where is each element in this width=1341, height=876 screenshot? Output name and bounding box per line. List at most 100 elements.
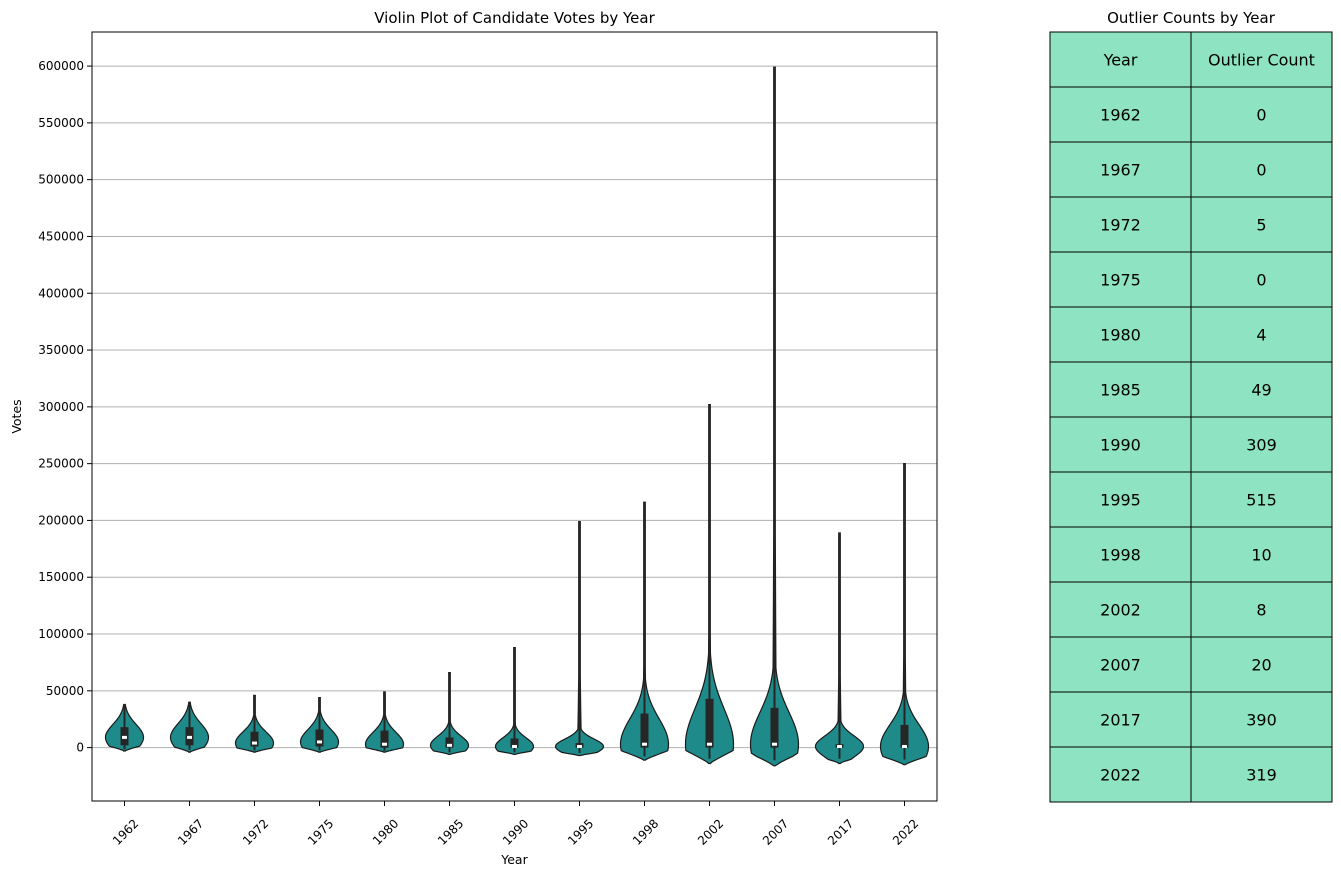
violin-iqr-box	[315, 729, 324, 747]
table-outlier-count: 515	[1246, 491, 1277, 510]
violin-median	[252, 741, 257, 745]
table-header-text: Year	[1103, 51, 1138, 70]
table-cell	[1190, 526, 1333, 583]
y-tick-label: 450000	[38, 229, 84, 243]
x-tick-label: 1967	[175, 816, 206, 847]
y-tick-label: 550000	[38, 116, 84, 130]
x-tick-label: 2002	[695, 816, 726, 847]
x-tick-label: 1980	[370, 816, 401, 847]
table-outlier-count: 0	[1256, 161, 1266, 180]
chart-title: Violin Plot of Candidate Votes by Year	[374, 9, 655, 27]
table-cell	[1190, 306, 1333, 363]
violin-median	[122, 735, 127, 739]
violin-iqr-box	[380, 730, 389, 748]
violin-median	[902, 744, 907, 748]
table-year: 1998	[1100, 546, 1141, 565]
y-tick-label: 50000	[46, 684, 84, 698]
x-tick-label: 1972	[240, 816, 271, 847]
violin-iqr-box	[510, 738, 519, 748]
violins	[104, 66, 930, 767]
table-year: 2007	[1100, 656, 1141, 675]
x-tick-label: 2022	[890, 816, 921, 847]
table-outlier-count: 309	[1246, 436, 1277, 455]
violin-median	[382, 742, 387, 746]
violin-median	[837, 744, 842, 748]
table-cell	[1190, 471, 1333, 528]
x-tick-label: 1990	[500, 816, 531, 847]
table-cell	[1049, 416, 1192, 473]
y-axis-label: Votes	[9, 399, 24, 433]
table-outlier-count: 4	[1256, 326, 1266, 345]
table-cell	[1190, 141, 1333, 198]
y-tick-label: 500000	[38, 173, 84, 187]
table-cell	[1049, 746, 1192, 803]
y-tick-label: 400000	[38, 286, 84, 300]
table-cell	[1049, 636, 1192, 693]
table-cell	[1190, 416, 1333, 473]
table-outlier-count: 5	[1256, 216, 1266, 235]
table-header-cell	[1049, 31, 1192, 88]
table-year: 2022	[1100, 766, 1141, 785]
violin-median	[707, 742, 712, 746]
table-cell	[1049, 691, 1192, 748]
y-tick-label: 200000	[38, 513, 84, 527]
table-outlier-count: 20	[1251, 656, 1271, 675]
x-tick-label: 1962	[110, 816, 141, 847]
x-axis-label: Year	[500, 852, 528, 867]
table-cell	[1190, 581, 1333, 638]
table-year: 1975	[1100, 271, 1141, 290]
table-outlier-count: 49	[1251, 381, 1271, 400]
violin-median	[447, 743, 452, 747]
violin-iqr-box	[770, 707, 779, 748]
table-cell	[1190, 691, 1333, 748]
table-outlier-count: 0	[1256, 106, 1266, 125]
y-tick-label: 300000	[38, 400, 84, 414]
table-title: Outlier Counts by Year	[1107, 9, 1276, 27]
violin-median	[512, 744, 517, 748]
table-cell	[1049, 526, 1192, 583]
table-year: 1995	[1100, 491, 1141, 510]
table-cell	[1190, 746, 1333, 803]
table-cell	[1049, 86, 1192, 143]
table-cell	[1049, 251, 1192, 308]
x-tick-label: 1985	[435, 816, 466, 847]
violin-median	[577, 744, 582, 748]
violin-iqr-box	[705, 698, 714, 748]
y-tick-label: 0	[76, 741, 84, 755]
table-header-text: Outlier Count	[1208, 51, 1315, 70]
table-cell	[1190, 251, 1333, 308]
table-year: 1967	[1100, 161, 1141, 180]
violin-median	[642, 742, 647, 746]
table-outlier-count: 10	[1251, 546, 1271, 565]
x-tick-label: 2007	[760, 816, 791, 847]
x-axis: 1962 1967 1972 1975 1980 1985 1990 1995 1998 2002…	[110, 801, 921, 848]
y-tick-label: 350000	[38, 343, 84, 357]
outlier-table: Outlier Counts by Year Year Outlier Count…	[1049, 9, 1333, 803]
table-cell	[1049, 141, 1192, 198]
y-axis: 0 50000 100000 150000 200000 250000 300000 3500…	[38, 59, 92, 755]
table-header-cell	[1190, 31, 1333, 88]
violin-median	[772, 742, 777, 746]
y-tick-label: 600000	[38, 59, 84, 73]
table-cell	[1049, 361, 1192, 418]
table-year: 2002	[1100, 601, 1141, 620]
y-tick-label: 250000	[38, 457, 84, 471]
x-tick-label: 1995	[565, 816, 596, 847]
table-year: 1962	[1100, 106, 1141, 125]
table-year: 1972	[1100, 216, 1141, 235]
violin-median	[187, 735, 192, 739]
table-outlier-count: 319	[1246, 766, 1277, 785]
violin-iqr-box	[250, 731, 259, 747]
table-cell	[1190, 636, 1333, 693]
table-outlier-count: 8	[1256, 601, 1266, 620]
violin-panel: 0 50000 100000 150000 200000 250000 300000 3500…	[9, 9, 938, 867]
violin-iqr-box	[640, 713, 649, 748]
table-cell	[1190, 196, 1333, 253]
x-tick-label: 1975	[305, 816, 336, 847]
violin-median	[317, 740, 322, 744]
y-tick-label: 100000	[38, 627, 84, 641]
x-tick-label: 2017	[825, 816, 856, 847]
table-cell	[1049, 196, 1192, 253]
violin-iqr-box	[445, 737, 454, 748]
